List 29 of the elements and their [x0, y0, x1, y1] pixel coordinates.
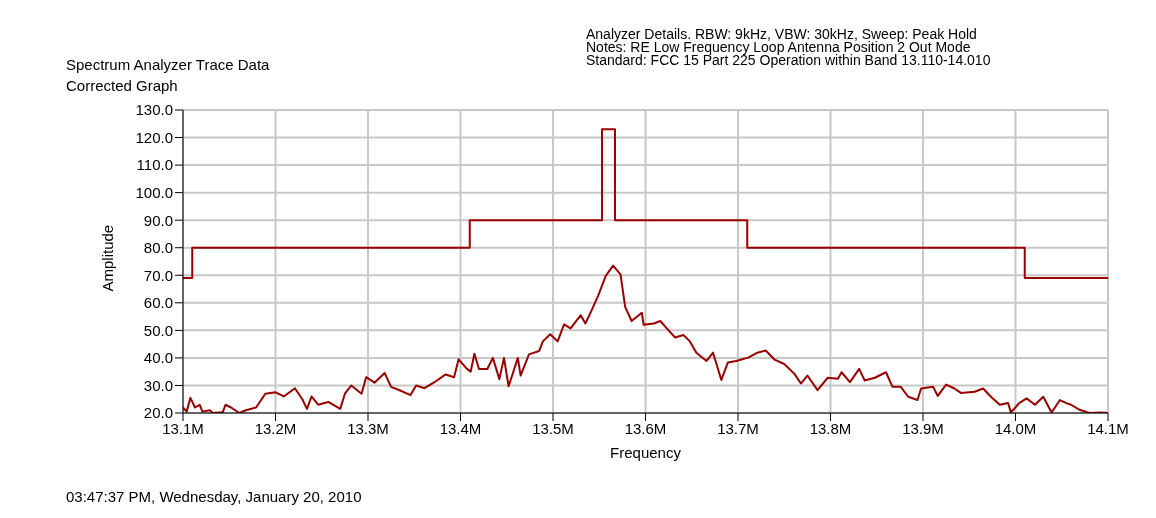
chart-subtitle: Corrected Graph — [66, 76, 179, 96]
y-tick-label: 60.0 — [143, 294, 173, 312]
x-tick-label: 13.5M — [532, 419, 574, 437]
x-tick-label: 13.6M — [624, 419, 667, 437]
y-tick-label: 50.0 — [143, 321, 173, 339]
y-tick-label: 120.0 — [135, 128, 173, 146]
y-axis-title: Amplitude — [99, 224, 117, 292]
y-tick-label: 100.0 — [135, 183, 173, 201]
x-tick-label: 13.3M — [347, 419, 389, 437]
x-axis-title: Frequency — [610, 444, 682, 461]
x-tick-label: 13.4M — [439, 419, 482, 437]
text: 03:47:37 PM, Wednesday, January 20, 2010 — [66, 488, 362, 505]
x-tick-label: 13.1M — [162, 419, 204, 437]
x-tick-label: 13.8M — [809, 419, 852, 437]
x-tick-label: 13.9M — [902, 419, 944, 437]
y-tick-label: 20.0 — [143, 404, 173, 422]
y-tick-label: 40.0 — [143, 349, 173, 367]
y-tick-label: 80.0 — [143, 239, 173, 257]
chart-title: Spectrum Analyzer Trace Data — [66, 55, 270, 75]
y-tick-label: 70.0 — [143, 266, 173, 284]
x-tick-label: 13.2M — [254, 419, 297, 437]
y-tick-label: 110.0 — [136, 156, 173, 174]
x-tick-label: 14.0M — [994, 419, 1037, 437]
x-tick-label: 14.1M — [1087, 419, 1129, 437]
y-tick-label: 90.0 — [143, 211, 173, 229]
text: Analyzer Details. RBW: 9kHz, VBW: 30kHz, Sweep: Peak Hold — [586, 26, 978, 42]
y-tick-label: 130.0 — [135, 101, 173, 119]
x-tick-label: 13.7M — [717, 419, 759, 437]
y-tick-label: 30.0 — [143, 376, 173, 394]
